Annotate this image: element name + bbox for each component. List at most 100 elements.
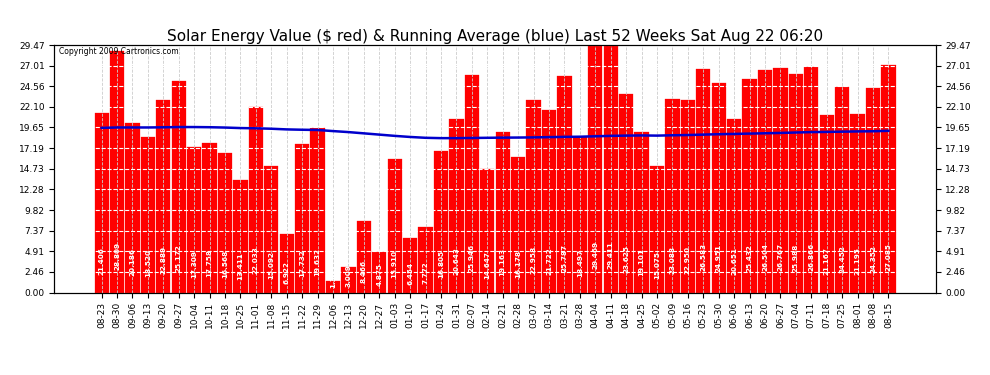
- Bar: [789, 74, 803, 292]
- Bar: [248, 108, 263, 292]
- Text: 19.163: 19.163: [500, 248, 506, 276]
- Text: 28.809: 28.809: [114, 242, 120, 270]
- Text: 16.568: 16.568: [222, 250, 228, 278]
- Bar: [264, 166, 278, 292]
- Bar: [804, 67, 819, 292]
- Bar: [619, 94, 634, 292]
- Text: 15.092: 15.092: [268, 251, 274, 279]
- Bar: [588, 45, 602, 292]
- Text: 22.033: 22.033: [252, 247, 258, 274]
- Bar: [557, 76, 571, 292]
- Text: 25.172: 25.172: [176, 244, 182, 272]
- Bar: [311, 128, 325, 292]
- Bar: [665, 99, 679, 292]
- Bar: [820, 115, 834, 292]
- Bar: [635, 132, 648, 292]
- Text: 22.958: 22.958: [531, 246, 537, 274]
- Text: 19.101: 19.101: [639, 248, 644, 276]
- Text: 22.950: 22.950: [685, 246, 691, 274]
- Bar: [758, 70, 772, 292]
- Text: 15.075: 15.075: [654, 251, 660, 279]
- Bar: [573, 137, 587, 292]
- Bar: [496, 132, 510, 292]
- Bar: [480, 170, 494, 292]
- Text: 23.625: 23.625: [623, 245, 629, 273]
- Bar: [866, 88, 880, 292]
- Bar: [342, 267, 355, 292]
- Text: 24.352: 24.352: [870, 245, 876, 273]
- Text: 16.805: 16.805: [438, 250, 444, 278]
- Bar: [141, 137, 155, 292]
- Bar: [388, 159, 402, 292]
- Bar: [110, 51, 124, 292]
- Text: 25.432: 25.432: [746, 244, 752, 272]
- Bar: [449, 119, 463, 292]
- Bar: [604, 45, 618, 292]
- Text: 13.411: 13.411: [238, 252, 244, 280]
- Bar: [203, 143, 217, 292]
- Text: 18.497: 18.497: [577, 249, 583, 277]
- Text: 22.889: 22.889: [160, 246, 166, 274]
- Text: 20.651: 20.651: [732, 247, 738, 275]
- Text: 4.875: 4.875: [376, 263, 382, 286]
- Text: 17.732: 17.732: [299, 249, 305, 277]
- Bar: [434, 152, 448, 292]
- Bar: [419, 227, 433, 292]
- Bar: [542, 110, 556, 292]
- Text: 19.632: 19.632: [315, 248, 321, 276]
- Bar: [881, 65, 896, 292]
- Text: 21.722: 21.722: [546, 247, 552, 274]
- Text: 16.178: 16.178: [515, 250, 521, 278]
- Bar: [94, 113, 109, 292]
- Bar: [279, 234, 294, 292]
- Text: 26.866: 26.866: [808, 243, 814, 271]
- Text: Copyright 2009 Cartronics.com: Copyright 2009 Cartronics.com: [58, 48, 178, 57]
- Bar: [527, 100, 541, 292]
- Text: 21.167: 21.167: [824, 247, 830, 275]
- Bar: [187, 147, 201, 292]
- Text: 1.369: 1.369: [330, 265, 336, 288]
- Bar: [835, 87, 849, 292]
- Bar: [712, 83, 726, 292]
- Bar: [464, 75, 479, 292]
- Bar: [727, 119, 742, 292]
- Bar: [696, 69, 711, 292]
- Text: 25.988: 25.988: [793, 243, 799, 272]
- Text: 21.406: 21.406: [99, 247, 105, 275]
- Bar: [403, 238, 417, 292]
- Text: 3.009: 3.009: [346, 264, 351, 287]
- Text: 26.504: 26.504: [762, 243, 768, 272]
- Bar: [326, 281, 341, 292]
- Bar: [126, 123, 140, 292]
- Text: 25.946: 25.946: [469, 244, 475, 272]
- Text: 18.520: 18.520: [145, 249, 150, 277]
- Text: 6.922: 6.922: [284, 261, 290, 285]
- Bar: [156, 100, 170, 292]
- Text: 25.787: 25.787: [561, 244, 567, 272]
- Text: 17.309: 17.309: [191, 250, 197, 278]
- Text: 8.466: 8.466: [361, 260, 367, 284]
- Bar: [649, 166, 664, 292]
- Bar: [511, 157, 526, 292]
- Text: 27.085: 27.085: [885, 243, 891, 271]
- Bar: [773, 68, 787, 292]
- Text: 7.772: 7.772: [423, 261, 429, 284]
- Text: 24.951: 24.951: [716, 244, 722, 272]
- Text: 21.195: 21.195: [854, 247, 860, 275]
- Bar: [295, 144, 309, 292]
- Text: 6.454: 6.454: [407, 262, 413, 285]
- Title: Solar Energy Value ($ red) & Running Average (blue) Last 52 Weeks Sat Aug 22 06:: Solar Energy Value ($ red) & Running Ave…: [167, 29, 823, 44]
- Bar: [850, 114, 864, 292]
- Text: 14.647: 14.647: [484, 251, 490, 279]
- Text: 26.583: 26.583: [700, 243, 706, 271]
- Bar: [218, 153, 232, 292]
- Text: 20.643: 20.643: [453, 248, 459, 275]
- Bar: [234, 180, 248, 292]
- Bar: [681, 100, 695, 292]
- Text: 20.186: 20.186: [130, 248, 136, 276]
- Bar: [171, 81, 186, 292]
- Text: 15.910: 15.910: [392, 251, 398, 279]
- Bar: [356, 221, 371, 292]
- Text: 24.452: 24.452: [840, 245, 845, 273]
- Text: 23.088: 23.088: [669, 246, 675, 274]
